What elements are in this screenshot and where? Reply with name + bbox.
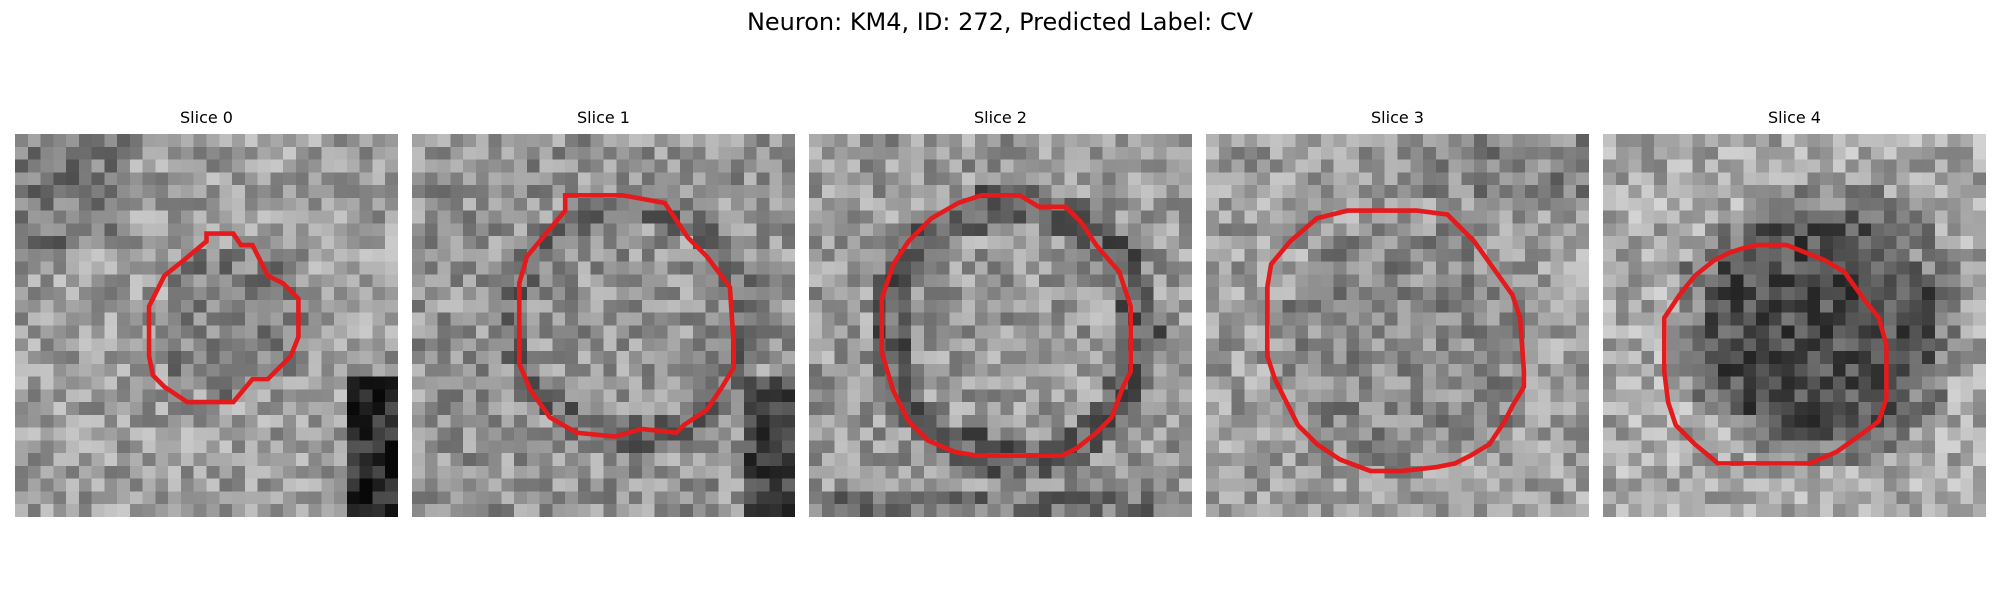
slice-image bbox=[1603, 134, 1986, 517]
slice-title: Slice 2 bbox=[974, 108, 1027, 127]
slice-image bbox=[1206, 134, 1589, 517]
slice-panel-0: Slice 0 bbox=[15, 106, 398, 517]
slice-title: Slice 0 bbox=[180, 108, 233, 127]
slice-panel-4: Slice 4 bbox=[1603, 106, 1986, 517]
slice-image bbox=[15, 134, 398, 517]
slice-panel-2: Slice 2 bbox=[809, 106, 1192, 517]
figure-title: Neuron: KM4, ID: 272, Predicted Label: C… bbox=[746, 8, 1254, 36]
slice-image bbox=[809, 134, 1192, 517]
slice-panel-1: Slice 1 bbox=[412, 106, 795, 517]
slice-panel-3: Slice 3 bbox=[1206, 106, 1589, 517]
slice-title: Slice 3 bbox=[1371, 108, 1424, 127]
slice-image bbox=[412, 134, 795, 517]
slice-title: Slice 4 bbox=[1768, 108, 1821, 127]
slice-title: Slice 1 bbox=[577, 108, 630, 127]
